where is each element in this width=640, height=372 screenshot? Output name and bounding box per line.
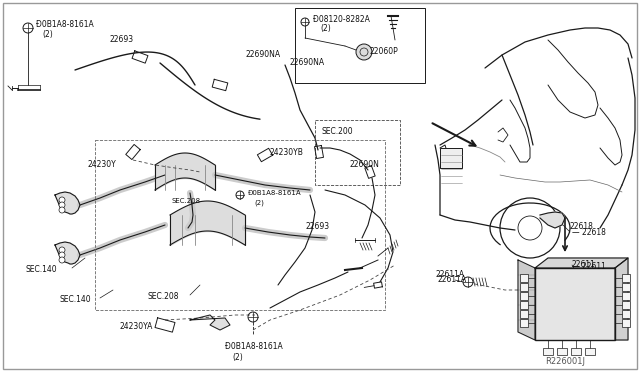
Bar: [440, 148, 462, 168]
Bar: [520, 283, 528, 291]
Text: 22060P: 22060P: [370, 47, 399, 56]
Text: 24230YA: 24230YA: [120, 322, 154, 331]
Polygon shape: [540, 212, 565, 228]
Text: 22693: 22693: [305, 222, 329, 231]
Bar: [585, 348, 595, 355]
Polygon shape: [190, 315, 230, 330]
Text: 22611A: 22611A: [438, 275, 467, 284]
Circle shape: [59, 247, 65, 253]
Text: — 22611: — 22611: [572, 262, 606, 271]
Text: (2): (2): [232, 353, 243, 362]
Text: 22618: 22618: [570, 222, 594, 231]
Bar: [295, 8, 425, 83]
Text: SEC.140: SEC.140: [25, 265, 56, 274]
Text: Ð08120-8282A: Ð08120-8282A: [313, 15, 370, 24]
Text: 24230Y: 24230Y: [88, 160, 116, 169]
Text: — 22618: — 22618: [572, 228, 606, 237]
Bar: [520, 319, 528, 327]
Circle shape: [59, 197, 65, 203]
Bar: [622, 319, 630, 327]
Bar: [520, 310, 528, 318]
Bar: [535, 268, 615, 340]
Bar: [571, 348, 581, 355]
Bar: [520, 301, 528, 309]
Bar: [520, 292, 528, 300]
Text: 22611: 22611: [572, 260, 596, 269]
Circle shape: [59, 252, 65, 258]
Bar: [543, 348, 553, 355]
Bar: [557, 348, 567, 355]
Text: 22693: 22693: [110, 35, 134, 44]
Text: SEC.140: SEC.140: [60, 295, 92, 304]
Text: 22611A: 22611A: [435, 270, 464, 279]
Text: (2): (2): [42, 30, 52, 39]
Text: R226001J: R226001J: [545, 357, 585, 366]
Text: (2): (2): [254, 200, 264, 206]
Bar: [622, 301, 630, 309]
Polygon shape: [518, 260, 535, 340]
Bar: [315, 120, 400, 185]
Text: Ð0B1A8-8161A: Ð0B1A8-8161A: [36, 20, 93, 29]
Bar: [622, 292, 630, 300]
Polygon shape: [55, 242, 80, 264]
Bar: [520, 274, 528, 282]
Polygon shape: [55, 192, 80, 214]
Circle shape: [59, 207, 65, 213]
Circle shape: [59, 202, 65, 208]
Text: Ð0B1A8-8161A: Ð0B1A8-8161A: [225, 342, 283, 351]
Text: 22690N: 22690N: [350, 160, 380, 169]
Circle shape: [59, 257, 65, 263]
Bar: [622, 283, 630, 291]
Text: (2): (2): [320, 24, 331, 33]
Circle shape: [356, 44, 372, 60]
Text: SEC.208: SEC.208: [172, 198, 201, 204]
Text: 24230YB: 24230YB: [270, 148, 304, 157]
Bar: [622, 310, 630, 318]
Text: SEC.208: SEC.208: [148, 292, 179, 301]
Text: SEC.200: SEC.200: [322, 127, 354, 136]
Bar: [95, 140, 385, 310]
Polygon shape: [615, 258, 628, 340]
Text: Ð0B1A8-8161A: Ð0B1A8-8161A: [248, 190, 301, 196]
Text: 22690NA: 22690NA: [245, 50, 280, 59]
Text: 22690NA: 22690NA: [290, 58, 325, 67]
Bar: [622, 274, 630, 282]
Polygon shape: [535, 258, 628, 268]
